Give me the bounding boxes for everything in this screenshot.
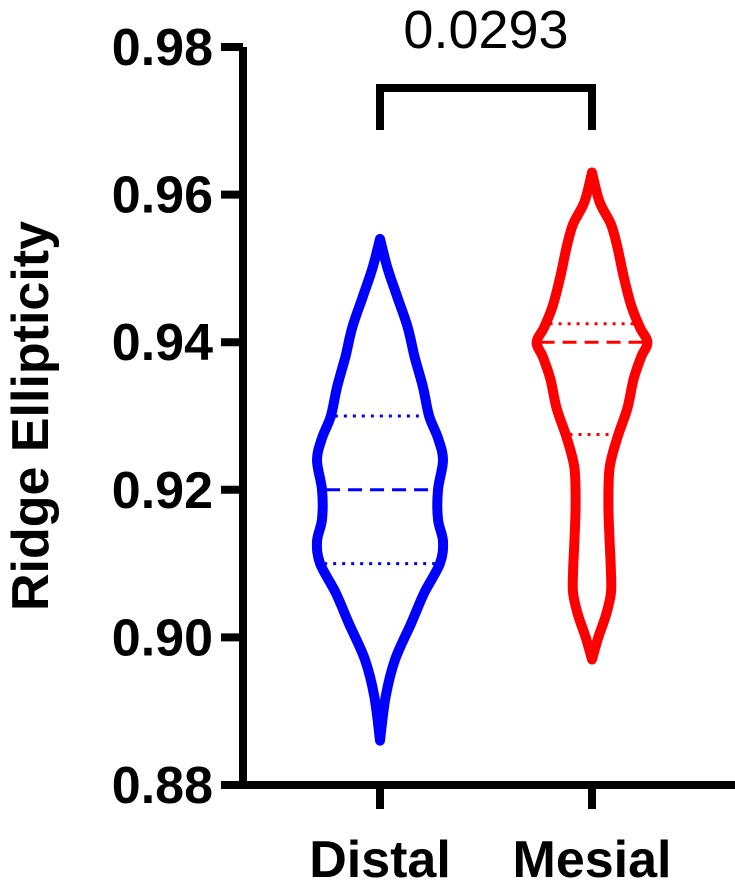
axes: [239, 47, 735, 789]
y-tick-label: 0.88: [112, 757, 213, 815]
bracket-line: [376, 84, 596, 130]
x-tick-label-mesial: Mesial: [513, 831, 672, 886]
violins: [311, 167, 653, 746]
y-tick-label: 0.90: [112, 609, 213, 667]
p-value-label: 0.0293: [403, 0, 568, 60]
y-axis-title: Ridge Ellipticity: [2, 221, 60, 611]
violin-mesial: [531, 167, 653, 665]
x-tick-label-distal: Distal: [309, 831, 451, 886]
y-tick-label: 0.92: [112, 462, 213, 520]
y-tick-label: 0.98: [112, 19, 213, 77]
y-ticks: 0.88 0.90 0.92 0.94 0.96 0.98: [112, 19, 243, 815]
y-tick-label: 0.96: [112, 167, 213, 225]
y-tick-label: 0.94: [112, 314, 213, 372]
x-ticks: Distal Mesial: [309, 785, 671, 886]
significance-bracket: 0.0293: [376, 0, 596, 130]
